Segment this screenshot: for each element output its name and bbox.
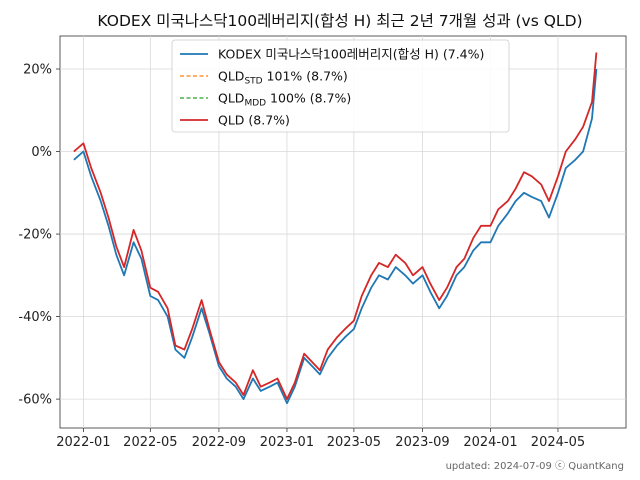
legend-label: QLDMDD 100% (8.7%) [218,91,351,109]
y-tick-label: -20% [18,228,52,243]
legend-box [171,39,510,133]
y-tick-label: -40% [18,310,52,325]
series-line-3 [73,52,598,401]
chart-title: KODEX 미국나스닥100레버리지(합성 H) 최근 2년 7개월 성과 (v… [97,12,582,30]
legend: KODEX 미국나스닥100레버리지(합성 H) (7.4%) QLDSTD 10… [171,39,510,133]
y-tick-label: 20% [23,63,52,78]
x-tick-label: 2023-01 [260,435,314,450]
series-lines [73,52,598,405]
y-tick-label: 0% [31,145,52,160]
legend-label: QLD (8.7%) [218,113,290,128]
x-tick-label: 2022-05 [123,435,177,450]
footer-note: updated: 2024-07-09 ⓒ QuantKang [446,460,624,472]
y-tick-label: -60% [18,393,52,408]
legend-label: KODEX 미국나스닥100레버리지(합성 H) (7.4%) [218,47,484,62]
plot-area [59,35,627,429]
series-line-0 [73,68,598,405]
axes: 2022-01 2022-05 2022-09 2023-01 2023-05 2023-… [18,63,585,450]
legend-label: QLDSTD 101% (8.7%) [218,69,348,87]
x-tick-label: 2024-01 [463,435,517,450]
x-tick-label: 2024-05 [531,435,585,450]
x-tick-label: 2022-01 [56,435,110,450]
x-tick-label: 2022-09 [192,435,246,450]
x-tick-label: 2023-05 [327,435,381,450]
x-tick-label: 2023-09 [395,435,449,450]
